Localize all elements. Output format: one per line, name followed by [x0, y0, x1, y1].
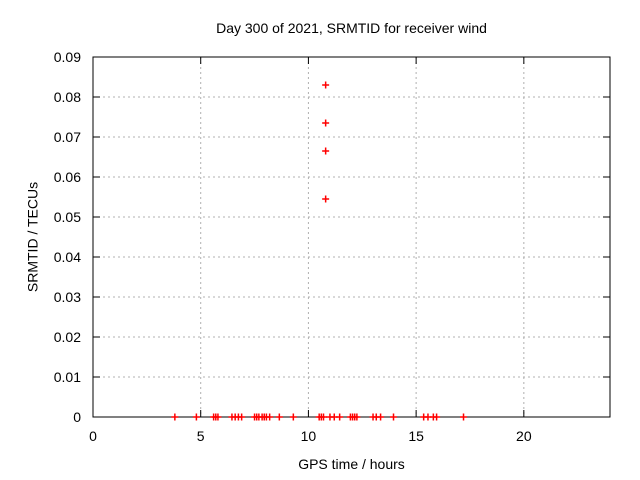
data-point-marker	[238, 413, 246, 421]
data-point-marker	[322, 119, 330, 127]
data-point-marker	[289, 413, 297, 421]
y-tick-label: 0.06	[54, 169, 81, 185]
data-point-marker	[192, 413, 200, 421]
data-point-marker	[275, 413, 283, 421]
data-point-marker	[322, 81, 330, 89]
y-tick-label: 0.07	[54, 129, 81, 145]
x-tick-label: 20	[516, 428, 532, 444]
x-tick-label: 0	[89, 428, 97, 444]
x-tick-label: 5	[197, 428, 205, 444]
data-point-marker	[214, 413, 222, 421]
data-point-marker	[390, 413, 398, 421]
data-point-marker	[322, 147, 330, 155]
y-tick-label: 0.05	[54, 209, 81, 225]
data-point-marker	[322, 195, 330, 203]
y-tick-label: 0.08	[54, 89, 81, 105]
y-tick-label: 0.09	[54, 49, 81, 65]
axis-frame	[92, 56, 611, 418]
data-point-marker	[266, 413, 274, 421]
y-tick-label: 0	[73, 409, 81, 425]
data-point-marker	[171, 413, 179, 421]
x-tick-label: 15	[408, 428, 424, 444]
data-point-marker	[433, 413, 441, 421]
x-tick-label: 10	[301, 428, 317, 444]
x-axis-label: GPS time / hours	[298, 456, 405, 472]
chart-title: Day 300 of 2021, SRMTID for receiver win…	[216, 20, 487, 36]
data-point-marker	[460, 413, 468, 421]
data-point-marker	[353, 413, 361, 421]
data-point-marker	[377, 413, 385, 421]
y-tick-label: 0.04	[54, 249, 81, 265]
data-point-marker	[336, 413, 344, 421]
y-tick-label: 0.01	[54, 369, 81, 385]
data-point-marker	[319, 413, 327, 421]
y-tick-label: 0.02	[54, 329, 81, 345]
y-tick-label: 0.03	[54, 289, 81, 305]
